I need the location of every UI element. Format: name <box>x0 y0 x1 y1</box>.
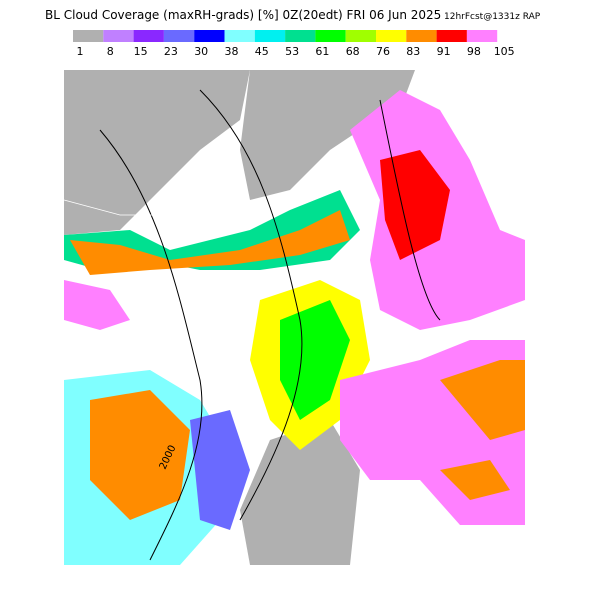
colorbar-swatch <box>224 30 255 42</box>
cloud-patch <box>90 390 190 520</box>
colorbar-tick-label: 98 <box>467 45 481 58</box>
cloud-patch <box>190 410 250 530</box>
colorbar-tick-label: 23 <box>164 45 178 58</box>
colorbar-swatch <box>73 30 104 42</box>
colorbar-tick-label: 83 <box>406 45 420 58</box>
cloud-patch <box>280 300 350 420</box>
colorbar-swatch <box>254 30 286 42</box>
colorbar-swatch <box>345 30 376 42</box>
colorbar-tick-label: 30 <box>194 45 208 58</box>
subtitle: 12hrFcst@1331z RAP <box>444 12 541 22</box>
cloud-patch <box>440 460 510 500</box>
cloud-patch <box>440 360 525 440</box>
colorbar-tick-label: 68 <box>346 45 360 58</box>
colorbar-swatch <box>376 30 407 42</box>
colorbar-tick-label: 38 <box>225 45 239 58</box>
colorbar-tick-label: 91 <box>437 45 451 58</box>
colorbar-tick-label: 1 <box>77 45 84 58</box>
contour <box>99 129 203 561</box>
colorbar-tick-label: 8 <box>107 45 114 58</box>
colorbar-swatch <box>194 30 225 42</box>
cloud-patch <box>64 280 130 330</box>
land-gray <box>240 70 415 200</box>
colorbar-swatch <box>163 30 195 42</box>
map: 2000 <box>63 70 525 565</box>
colorbar-tick-label: 53 <box>285 45 299 58</box>
colorbar-tick-label: 45 <box>255 45 269 58</box>
land-gray <box>240 420 360 565</box>
colorbar-swatch <box>466 30 498 42</box>
colorbar-swatch <box>103 30 134 42</box>
colorbar-swatch <box>133 30 164 42</box>
cloud-band <box>70 210 350 275</box>
colorbar-tick-label: 76 <box>376 45 390 58</box>
colorbar: 1 8 15 23 30 38 45 53 61 68 76 83 91 98 105 <box>73 30 515 58</box>
boundary <box>63 199 251 216</box>
cloud-patch <box>380 150 450 260</box>
colorbar-swatch <box>285 30 316 42</box>
colorbar-swatch <box>406 30 437 42</box>
colorbar-swatch <box>436 30 467 42</box>
contour <box>199 89 303 521</box>
land-gray <box>64 70 250 235</box>
colorbar-tick-label: 105 <box>494 45 515 58</box>
colorbar-tick-label: 61 <box>315 45 329 58</box>
colorbar-tick-label: 15 <box>134 45 148 58</box>
contour <box>379 99 441 321</box>
title: BL Cloud Coverage (maxRH-grads) [%] 0Z(2… <box>45 8 441 22</box>
colorbar-swatch <box>315 30 346 42</box>
